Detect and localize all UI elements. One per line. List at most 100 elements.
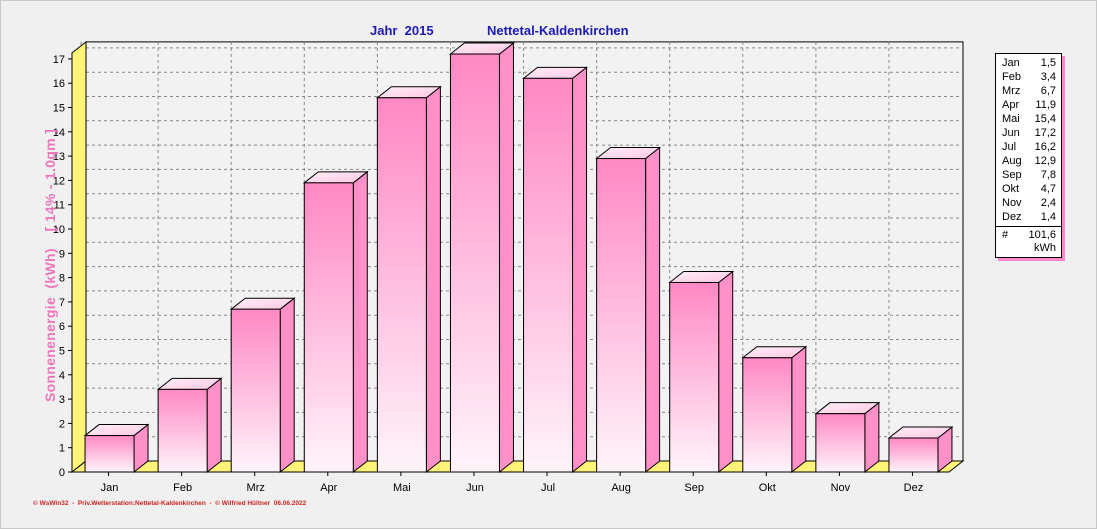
legend-total: # 101,6 kWh [996, 226, 1061, 257]
legend-row: Dez 1,4 [1002, 210, 1056, 224]
bar-side [718, 270, 734, 474]
x-tick-label: Mrz [247, 482, 265, 494]
y-tick-label: 5 [59, 346, 65, 358]
bar-mrz [229, 297, 296, 474]
bar-side [791, 345, 807, 474]
x-tick-label: Mai [393, 482, 411, 494]
legend-row: Feb 3,4 [1002, 70, 1056, 84]
y-tick-label: 3 [59, 394, 65, 406]
bar-side [864, 401, 880, 474]
y-tick-label: 7 [59, 297, 65, 309]
bar-front [596, 158, 647, 473]
bar-front [157, 388, 208, 473]
legend-row: Sep 7,8 [1002, 168, 1056, 182]
bar-side [425, 85, 441, 474]
y-tick-label: 15 [53, 103, 65, 115]
bar-front [449, 53, 500, 473]
legend-value: 17,2 [1034, 127, 1056, 139]
legend-month: Okt [1002, 183, 1020, 195]
y-tick-label: 12 [53, 175, 65, 187]
legend-month: Sep [1002, 169, 1022, 181]
bar-side [206, 377, 222, 474]
bar-front [669, 281, 720, 473]
total-value: 101,6 [1028, 229, 1056, 241]
legend-month: Jun [1002, 127, 1020, 139]
legend-value: 16,2 [1034, 141, 1056, 153]
legend-row: Aug 12,9 [1002, 154, 1056, 168]
bar-nov [814, 401, 881, 474]
legend-month: Dez [1002, 211, 1022, 223]
chart-title-station: Nettetal-Kaldenkirchen [487, 23, 629, 38]
legend-month: Mai [1002, 113, 1020, 125]
legend-row: Jul 16,2 [1002, 140, 1056, 154]
bar-front [888, 437, 939, 473]
legend-value: 6,7 [1040, 85, 1056, 97]
y-tick-label: 1 [59, 443, 65, 455]
x-tick-label: Apr [320, 482, 337, 494]
y-tick-label: 10 [53, 224, 65, 236]
bar-side [352, 170, 368, 474]
bar-jan [83, 423, 150, 474]
x-tick-label: Dez [904, 482, 924, 494]
bar-side [279, 297, 295, 474]
y-axis-label: Sonnenenergie (kWh) [ 14% - 1.0qm ] [42, 128, 58, 402]
x-tick-label: Jun [466, 482, 484, 494]
legend-value: 2,4 [1040, 197, 1056, 209]
y-tick-label: 4 [59, 370, 65, 382]
left-wall [71, 40, 87, 474]
legend-value: 7,8 [1040, 169, 1056, 181]
legend-row: Jun 17,2 [1002, 126, 1056, 140]
x-tick-label: Feb [173, 482, 192, 494]
x-tick-label: Okt [759, 482, 776, 494]
bar-side [572, 66, 588, 474]
legend-value: 1,4 [1040, 211, 1056, 223]
legend-row: Mai 15,4 [1002, 112, 1056, 126]
legend-value: 4,7 [1040, 183, 1056, 195]
bar-feb [156, 377, 223, 474]
x-tick-label: Nov [831, 482, 851, 494]
bar-front [742, 357, 793, 473]
legend-row: Nov 2,4 [1002, 196, 1056, 210]
legend-month: Apr [1002, 99, 1020, 111]
y-tick-label: 9 [59, 248, 65, 260]
legend-value: 3,4 [1040, 71, 1056, 83]
total-unit: kWh [1034, 242, 1056, 254]
y-tick-label: 16 [53, 78, 65, 90]
y-tick-label: 2 [59, 418, 65, 430]
x-tick-label: Sep [684, 482, 704, 494]
bar-front [376, 97, 427, 473]
x-tick-label: Jan [101, 482, 119, 494]
bar-front [523, 77, 574, 473]
bar-front [84, 435, 135, 473]
legend-month: Nov [1002, 197, 1022, 209]
legend-month: Feb [1002, 71, 1021, 83]
bar-dez [887, 425, 954, 474]
legend-row: Jan 1,5 [1002, 56, 1056, 70]
bar-side [498, 42, 514, 474]
total-symbol: # [1002, 229, 1009, 241]
legend-row: Okt 4,7 [1002, 182, 1056, 196]
bar-mai [375, 85, 442, 474]
bar-front [303, 182, 354, 473]
bar-jul [522, 66, 588, 474]
legend-value: 1,5 [1040, 57, 1056, 69]
legend-value: 15,4 [1034, 113, 1056, 125]
y-tick-label: 14 [53, 127, 65, 139]
legend-row: Mrz 6,7 [1002, 84, 1056, 98]
y-tick-label: 8 [59, 273, 65, 285]
legend-month: Jan [1002, 57, 1020, 69]
x-tick-label: Jul [541, 482, 555, 494]
bar-side [645, 146, 661, 474]
y-tick-label: 11 [54, 200, 65, 212]
footer-credits: © WsWin32 - Priv.Wetterstation:Nettetal-… [33, 500, 307, 507]
y-tick-label: 13 [53, 151, 65, 163]
x-tick-label: Aug [611, 482, 631, 494]
legend-month: Jul [1002, 141, 1017, 153]
legend-box: Jan 1,5 Feb 3,4 Mrz 6,7 Apr 11,9 Mai 15,4 Jun 17,2 J… [995, 53, 1062, 258]
bar-sep [668, 270, 735, 474]
legend-value: 12,9 [1034, 155, 1056, 167]
legend-value: 11,9 [1035, 99, 1056, 111]
bar-front [230, 308, 281, 473]
legend-row: Apr 11,9 [1002, 98, 1056, 112]
